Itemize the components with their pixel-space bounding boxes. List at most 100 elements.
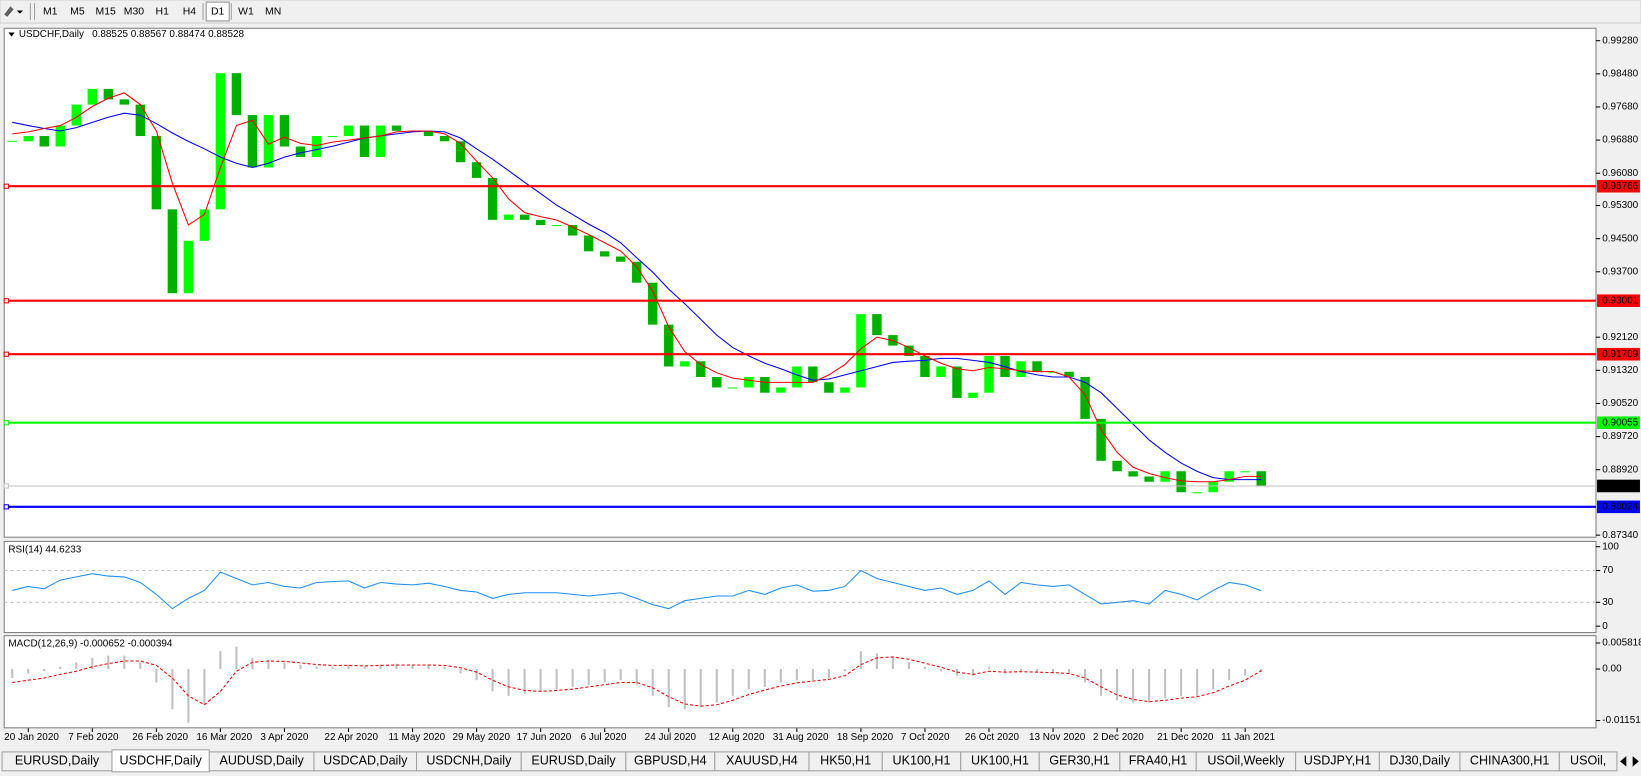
macd-bar: [395, 663, 398, 670]
symbol-tab-label[interactable]: USDCAD,Daily: [323, 754, 408, 768]
macd-bar: [91, 657, 94, 670]
macd-bar: [731, 669, 734, 696]
symbol-tab-label[interactable]: AUDUSD,Daily: [219, 754, 304, 768]
symbol-tab-label[interactable]: USDCNH,Daily: [426, 754, 512, 768]
timeframe-button[interactable]: M1: [43, 6, 58, 17]
level-label-box: [1597, 294, 1640, 308]
candle: [1096, 418, 1106, 461]
candle: [455, 141, 466, 163]
macd-bar: [123, 655, 126, 670]
candle: [151, 136, 162, 210]
draw-tool-icon[interactable]: [4, 6, 24, 17]
level-label-box: [1597, 500, 1640, 514]
macd-bar: [555, 669, 558, 690]
macd-bar: [875, 653, 878, 670]
candle: [359, 125, 370, 157]
candle: [551, 225, 562, 227]
macd-bar: [171, 669, 174, 710]
macd-bar: [651, 669, 654, 696]
timeframe-button[interactable]: H1: [156, 6, 170, 17]
macd-bar: [1148, 669, 1151, 703]
symbol-tab-label[interactable]: GBPUSD,H4: [634, 754, 707, 768]
macd-bar: [1132, 669, 1135, 703]
timeframe-button[interactable]: M5: [70, 6, 85, 17]
symbol-tab-label[interactable]: USOil,Weekly: [1207, 754, 1285, 768]
y-tick-label: 0.94500: [1602, 233, 1638, 244]
candle: [71, 104, 82, 126]
y-tick-label: 0.96880: [1602, 135, 1638, 146]
macd-bar: [715, 669, 718, 703]
macd-bar: [795, 669, 798, 681]
symbol-tab-label[interactable]: USDJPY,H1: [1304, 754, 1371, 768]
macd-bar: [1116, 669, 1119, 701]
candle: [952, 366, 962, 398]
macd-bar: [347, 664, 350, 670]
macd-bar: [811, 669, 814, 681]
x-tick-label: 20 Jan 2020: [4, 732, 59, 743]
candle: [391, 125, 402, 131]
candle: [1208, 481, 1218, 493]
chart-panel: [3, 540, 1597, 634]
candle: [1128, 471, 1138, 477]
timeframe-button[interactable]: M15: [96, 6, 117, 17]
symbol-menu-icon[interactable]: [8, 32, 15, 37]
candle: [808, 366, 818, 383]
macd-bar: [603, 669, 606, 683]
symbol-tab-label[interactable]: CHINA300,H1: [1470, 754, 1549, 768]
x-tick-label: 2 Dec 2020: [1093, 732, 1144, 743]
macd-bar: [475, 669, 478, 681]
macd-bar: [987, 666, 991, 670]
level-label: 0.91709: [1602, 349, 1638, 360]
symbol-tab-label[interactable]: XAUUSD,H4: [726, 754, 798, 768]
macd-bar: [283, 662, 286, 670]
candle: [279, 115, 290, 147]
candle: [135, 104, 146, 137]
timeframe-button[interactable]: MN: [265, 6, 281, 17]
x-tick-label: 6 Jul 2020: [581, 732, 627, 743]
symbol-tab-label[interactable]: UK100,H1: [971, 754, 1029, 768]
symbol-tab-label[interactable]: USDCHF,Daily: [120, 754, 203, 768]
candle: [375, 125, 386, 157]
macd-bar: [11, 669, 14, 678]
symbol-tab-label[interactable]: EURUSD,Daily: [531, 754, 616, 768]
x-tick-label: 12 Aug 2020: [709, 732, 765, 743]
symbol-tab[interactable]: [1558, 751, 1618, 772]
level-handle: [3, 183, 9, 189]
level-handle: [3, 298, 9, 304]
candle: [760, 376, 770, 393]
timeframe-button[interactable]: W1: [238, 6, 254, 17]
timeframe-button[interactable]: D1: [211, 6, 225, 17]
macd-bar: [699, 669, 702, 708]
y-tick-label: 70: [1602, 565, 1614, 576]
level-handle: [3, 483, 9, 489]
tab-scroll-left[interactable]: [1620, 756, 1627, 767]
level-label: 0.95766: [1602, 181, 1638, 192]
macd-bar: [1244, 669, 1247, 676]
y-tick-label: 0.97680: [1602, 102, 1638, 113]
macd-bar: [235, 646, 238, 670]
symbol-tab-label[interactable]: UK100,H1: [893, 754, 951, 768]
symbol-tab-label[interactable]: HK50,H1: [820, 754, 871, 768]
candle: [103, 88, 114, 100]
level-label: 0.88024: [1602, 501, 1638, 512]
macd-bar: [251, 657, 254, 670]
symbol-tab-label[interactable]: DJ30,Daily: [1389, 754, 1450, 768]
macd-bar: [859, 651, 862, 670]
symbol-tab-label[interactable]: USOil,: [1570, 754, 1606, 768]
candle: [263, 115, 274, 168]
y-tick-label: 0.96080: [1602, 168, 1638, 179]
candle: [904, 345, 914, 357]
macd-bar: [75, 662, 78, 670]
candle: [1032, 361, 1042, 372]
macd-bar: [139, 662, 142, 670]
candle: [503, 214, 514, 220]
symbol-tab-label[interactable]: GER30,H1: [1049, 754, 1110, 768]
symbol-tab-label[interactable]: EURUSD,Daily: [15, 754, 100, 768]
symbol-tab-label[interactable]: FRA40,H1: [1129, 754, 1188, 768]
x-tick-label: 29 May 2020: [453, 732, 511, 743]
tab-scroll-right[interactable]: [1632, 756, 1639, 767]
candle: [487, 177, 498, 220]
timeframe-button[interactable]: M30: [124, 6, 145, 17]
timeframe-button[interactable]: H4: [183, 6, 197, 17]
candle: [632, 261, 642, 283]
